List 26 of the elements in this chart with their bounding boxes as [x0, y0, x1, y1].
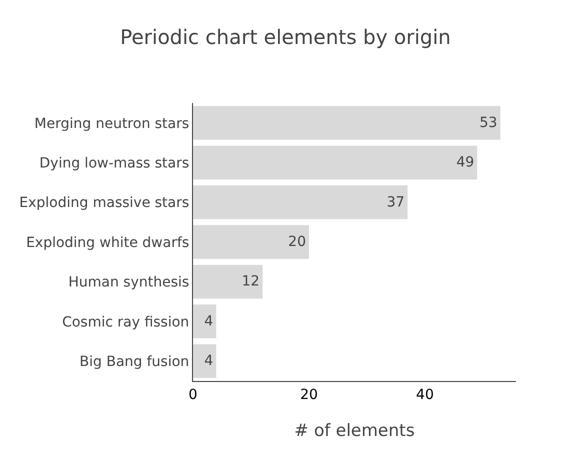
x-tick-label: 20	[300, 386, 318, 403]
bar	[193, 344, 216, 378]
x-axis-title: # of elements	[294, 421, 415, 442]
data-label: 4	[204, 353, 214, 370]
y-tick-label: Dying low-mass stars	[39, 155, 190, 172]
bar	[193, 264, 263, 299]
y-tick-label: Human synthesis	[68, 274, 190, 291]
y-tick-label: Cosmic ray fission	[62, 314, 190, 330]
bar	[193, 106, 500, 140]
y-tick-label: Exploding white dwarfs	[26, 234, 190, 251]
x-tick-label: 0	[188, 386, 198, 403]
y-tick-label: Exploding massive stars	[19, 195, 190, 212]
bar	[193, 304, 216, 338]
y-tick-label: Big Bang fusion	[80, 354, 190, 370]
x-tick-label: 40	[416, 386, 434, 403]
data-label: 37	[386, 194, 405, 210]
y-tick-label: Merging neutron stars	[34, 116, 190, 132]
chart-title: Periodic chart elements by origin	[120, 25, 451, 50]
bar	[193, 185, 408, 220]
data-label: 49	[456, 154, 474, 171]
data-label: 4	[204, 313, 214, 330]
data-label: 12	[242, 274, 260, 290]
bar	[193, 146, 478, 180]
data-label: 20	[288, 234, 306, 250]
bar	[193, 225, 309, 259]
data-label: 53	[480, 114, 498, 131]
